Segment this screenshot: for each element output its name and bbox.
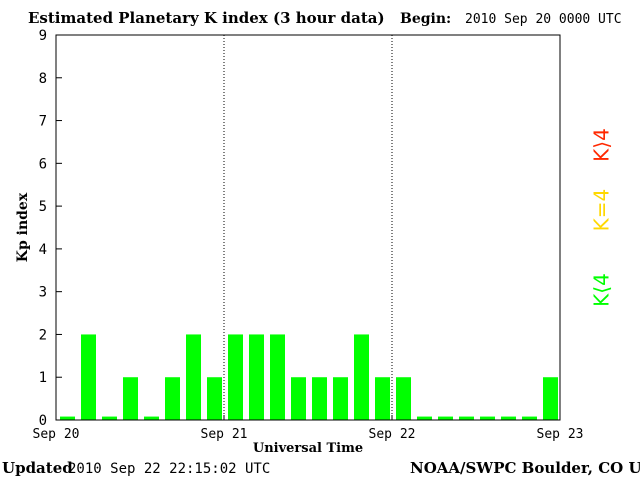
begin-label: Begin: — [400, 11, 452, 27]
kp-bar — [438, 416, 453, 420]
bars-group — [60, 334, 558, 420]
kp-bar — [249, 334, 264, 420]
kp-bar — [123, 377, 138, 420]
kp-bar — [207, 377, 222, 420]
kp-bar — [102, 416, 117, 420]
k-legend-item: K⟩4 — [590, 128, 614, 162]
y-tick-label: 0 — [39, 413, 47, 429]
kp-bar — [312, 377, 327, 420]
kp-bar — [417, 416, 432, 420]
kp-bar — [543, 377, 558, 420]
kp-bar — [354, 334, 369, 420]
k-legend: K⟨4 K=4 K⟩4 — [590, 128, 614, 307]
y-tick-label: 7 — [39, 114, 47, 130]
k-legend-item: K⟨4 — [590, 273, 614, 307]
x-axis-label: Universal Time — [253, 441, 363, 456]
kp-bar — [480, 416, 495, 420]
kp-bar — [186, 334, 201, 420]
kp-bar — [396, 377, 411, 420]
x-axis: Sep 20 Sep 21 Sep 22 Sep 23 — [33, 415, 584, 442]
kp-bar — [333, 377, 348, 420]
updated-value: 2010 Sep 22 22:15:02 UTC — [68, 461, 271, 477]
y-tick-label: 5 — [39, 199, 47, 215]
kp-bar — [375, 377, 390, 420]
kp-bar — [291, 377, 306, 420]
kp-bar — [459, 416, 474, 420]
chart-title: Estimated Planetary K index (3 hour data… — [28, 9, 385, 27]
kp-bar — [60, 416, 75, 420]
y-tick-label: 4 — [39, 242, 47, 258]
x-tick-label: Sep 20 — [33, 427, 80, 442]
credit-text: NOAA/SWPC Boulder, CO USA — [410, 459, 640, 477]
day-separators — [223, 35, 393, 420]
kp-bar — [270, 334, 285, 420]
y-axis-label: Kp index — [15, 192, 31, 262]
kp-bar — [144, 416, 159, 420]
x-tick-label: Sep 23 — [537, 427, 584, 442]
kp-bar — [165, 377, 180, 420]
y-tick-label: 8 — [39, 71, 47, 87]
kp-bar — [228, 334, 243, 420]
kp-bar — [501, 416, 516, 420]
y-tick-label: 1 — [39, 370, 47, 386]
x-tick-label: Sep 22 — [369, 427, 416, 442]
y-tick-label: 3 — [39, 285, 47, 301]
x-tick-label: Sep 21 — [201, 427, 248, 442]
kp-bar — [81, 334, 96, 420]
updated-label: Updated — [2, 459, 73, 477]
y-axis: 0 1 2 3 4 5 6 7 8 9 — [39, 28, 62, 429]
y-tick-label: 9 — [39, 28, 47, 44]
k-legend-item: K=4 — [590, 189, 614, 232]
kp-bar — [522, 416, 537, 420]
begin-value: 2010 Sep 20 0000 UTC — [465, 12, 622, 27]
y-tick-label: 6 — [39, 156, 47, 172]
plot-frame — [55, 34, 561, 421]
y-tick-label: 2 — [39, 327, 47, 343]
